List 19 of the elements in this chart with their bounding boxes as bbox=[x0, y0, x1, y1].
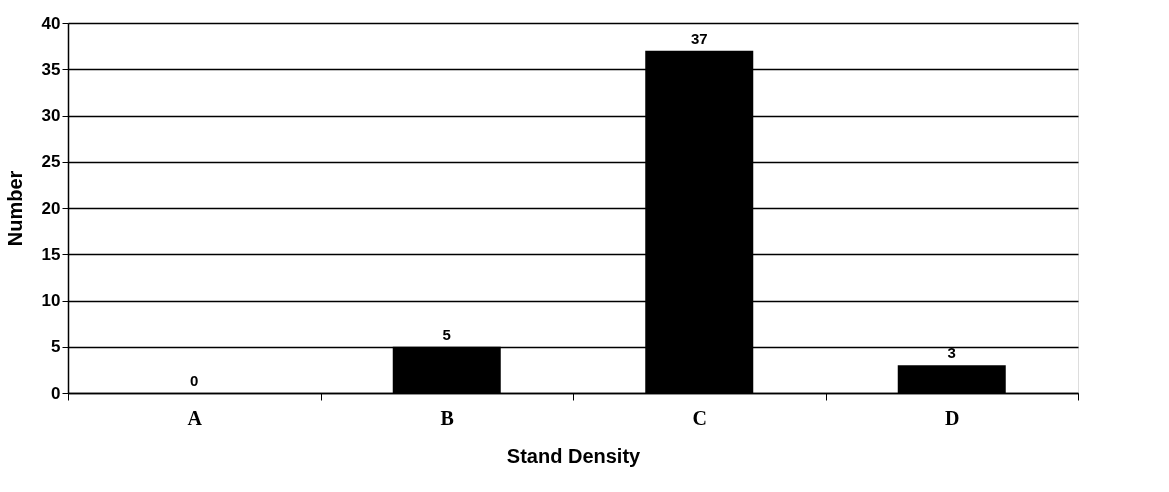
y-tick-label: 25 bbox=[41, 152, 61, 172]
x-tick-label: C bbox=[692, 406, 707, 429]
data-label: 5 bbox=[442, 325, 451, 343]
y-tick-label: 0 bbox=[51, 383, 61, 403]
y-tick-label: 40 bbox=[41, 13, 61, 33]
data-label: 37 bbox=[690, 29, 708, 47]
y-tick-label: 10 bbox=[41, 291, 61, 310]
x-axis-title: Stand Density bbox=[506, 444, 642, 467]
y-tick-label: 5 bbox=[51, 337, 61, 357]
y-tick-label: 20 bbox=[41, 198, 61, 218]
y-tick-label: 35 bbox=[41, 59, 61, 79]
y-axis-title: Number bbox=[3, 170, 26, 247]
data-label: 3 bbox=[947, 344, 956, 362]
x-tick-label: D bbox=[945, 406, 960, 429]
x-tick-label: A bbox=[187, 406, 203, 429]
y-tick-label: 30 bbox=[41, 106, 61, 125]
y-tick-label: 15 bbox=[41, 244, 61, 264]
x-tick-label: B bbox=[440, 406, 454, 429]
data-label: 0 bbox=[190, 372, 199, 389]
